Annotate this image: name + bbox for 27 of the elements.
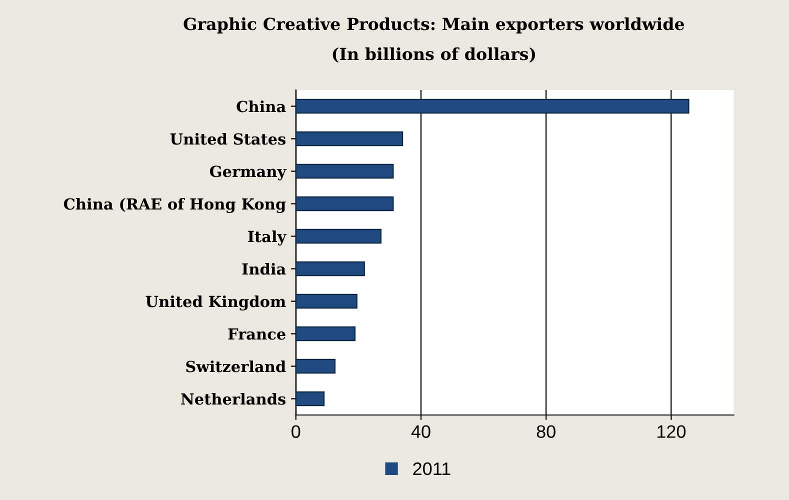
x-tick-label: 80 xyxy=(536,425,556,438)
y-tick-label: France xyxy=(228,328,286,340)
bar xyxy=(296,131,404,146)
bar xyxy=(296,391,325,406)
bar xyxy=(296,294,358,309)
y-tick-label: Italy xyxy=(248,230,287,246)
bar xyxy=(296,164,394,179)
y-tick-label: United States xyxy=(170,132,286,145)
bar xyxy=(296,261,365,276)
y-tick-label: China xyxy=(236,100,286,112)
bar xyxy=(296,98,690,114)
legend-label: 2011 xyxy=(413,462,450,476)
y-tick-label: Switzerland xyxy=(186,360,286,372)
bar xyxy=(296,228,382,244)
x-tick-label: 120 xyxy=(658,425,686,438)
chart-subtitle: (In billions of dollars) xyxy=(332,47,536,63)
y-tick-label: Germany xyxy=(210,166,287,180)
y-tick-label: China (RAE of Hong Kong xyxy=(64,198,286,213)
y-tick-label: Netherlands xyxy=(181,392,286,405)
x-tick-label: 40 xyxy=(411,425,430,438)
y-tick-label: India xyxy=(242,262,286,275)
chart-title: Graphic Creative Products: Main exporters worldwide xyxy=(184,17,684,34)
bar xyxy=(296,358,336,374)
bar xyxy=(296,326,356,342)
x-tick-label: 0 xyxy=(292,425,300,438)
bar xyxy=(296,196,394,212)
y-tick-label: United Kingdom xyxy=(146,295,286,310)
